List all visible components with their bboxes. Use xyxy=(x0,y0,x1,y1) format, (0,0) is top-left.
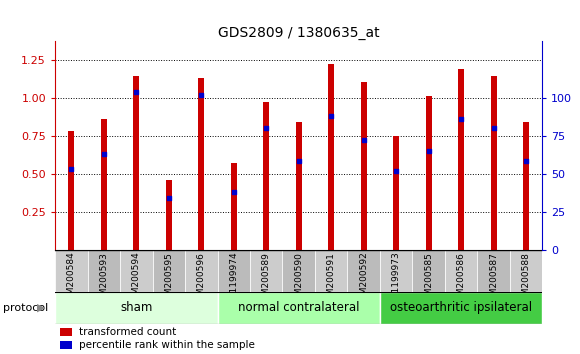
Point xyxy=(521,159,531,164)
Text: GSM200596: GSM200596 xyxy=(197,252,206,307)
Point xyxy=(164,195,173,201)
Bar xyxy=(296,122,302,250)
Point xyxy=(197,92,206,97)
Bar xyxy=(393,136,399,250)
Text: GSM200589: GSM200589 xyxy=(262,252,271,307)
Point xyxy=(262,125,271,131)
Point xyxy=(392,168,401,173)
Bar xyxy=(380,292,542,324)
Bar xyxy=(510,250,542,292)
Bar xyxy=(426,96,432,250)
Text: percentile rank within the sample: percentile rank within the sample xyxy=(79,340,255,350)
Bar xyxy=(491,76,496,250)
Bar xyxy=(153,250,185,292)
Bar xyxy=(166,180,172,250)
Text: GSM200594: GSM200594 xyxy=(132,252,141,307)
Bar xyxy=(263,102,269,250)
Text: GSM200588: GSM200588 xyxy=(521,252,531,307)
Bar xyxy=(88,250,120,292)
Text: ▶: ▶ xyxy=(37,303,45,313)
Bar xyxy=(445,250,477,292)
Text: osteoarthritic ipsilateral: osteoarthritic ipsilateral xyxy=(390,302,532,314)
Point xyxy=(99,151,108,157)
Text: GSM200585: GSM200585 xyxy=(424,252,433,307)
Bar xyxy=(477,250,510,292)
Text: GSM200592: GSM200592 xyxy=(359,252,368,307)
Point xyxy=(456,116,466,122)
Text: GSM200593: GSM200593 xyxy=(99,252,108,307)
Text: transformed count: transformed count xyxy=(79,327,177,337)
Text: GSM200595: GSM200595 xyxy=(164,252,173,307)
Bar xyxy=(198,78,204,250)
Bar xyxy=(60,341,72,349)
Bar xyxy=(101,119,107,250)
Bar xyxy=(458,69,464,250)
Bar xyxy=(120,250,153,292)
Bar xyxy=(523,122,529,250)
Text: GSM200586: GSM200586 xyxy=(456,252,466,307)
Point xyxy=(489,125,498,131)
Bar xyxy=(218,292,380,324)
Text: GSM1199974: GSM1199974 xyxy=(229,252,238,312)
Text: GSM1199973: GSM1199973 xyxy=(392,252,401,313)
Bar xyxy=(361,82,367,250)
Point xyxy=(132,89,141,95)
Text: sham: sham xyxy=(120,302,153,314)
Title: GDS2809 / 1380635_at: GDS2809 / 1380635_at xyxy=(218,26,379,40)
Point xyxy=(67,166,76,172)
Point xyxy=(294,159,303,164)
Text: GSM200587: GSM200587 xyxy=(489,252,498,307)
Point xyxy=(424,148,433,154)
Text: normal contralateral: normal contralateral xyxy=(238,302,360,314)
Bar xyxy=(412,250,445,292)
Bar xyxy=(250,250,282,292)
Bar xyxy=(380,250,412,292)
Point xyxy=(359,137,368,143)
Bar xyxy=(60,329,72,336)
Bar xyxy=(55,250,88,292)
Bar xyxy=(185,250,218,292)
Bar xyxy=(133,76,139,250)
Text: GSM200591: GSM200591 xyxy=(327,252,336,307)
Bar xyxy=(218,250,250,292)
Bar xyxy=(347,250,380,292)
Bar xyxy=(55,292,218,324)
Bar xyxy=(328,64,334,250)
Bar xyxy=(282,250,315,292)
Text: GSM200584: GSM200584 xyxy=(67,252,76,307)
Bar xyxy=(231,163,237,250)
Point xyxy=(229,189,238,195)
Text: GSM200590: GSM200590 xyxy=(294,252,303,307)
Point xyxy=(327,113,336,119)
Text: protocol: protocol xyxy=(3,303,48,313)
Bar xyxy=(68,131,74,250)
Bar xyxy=(315,250,347,292)
